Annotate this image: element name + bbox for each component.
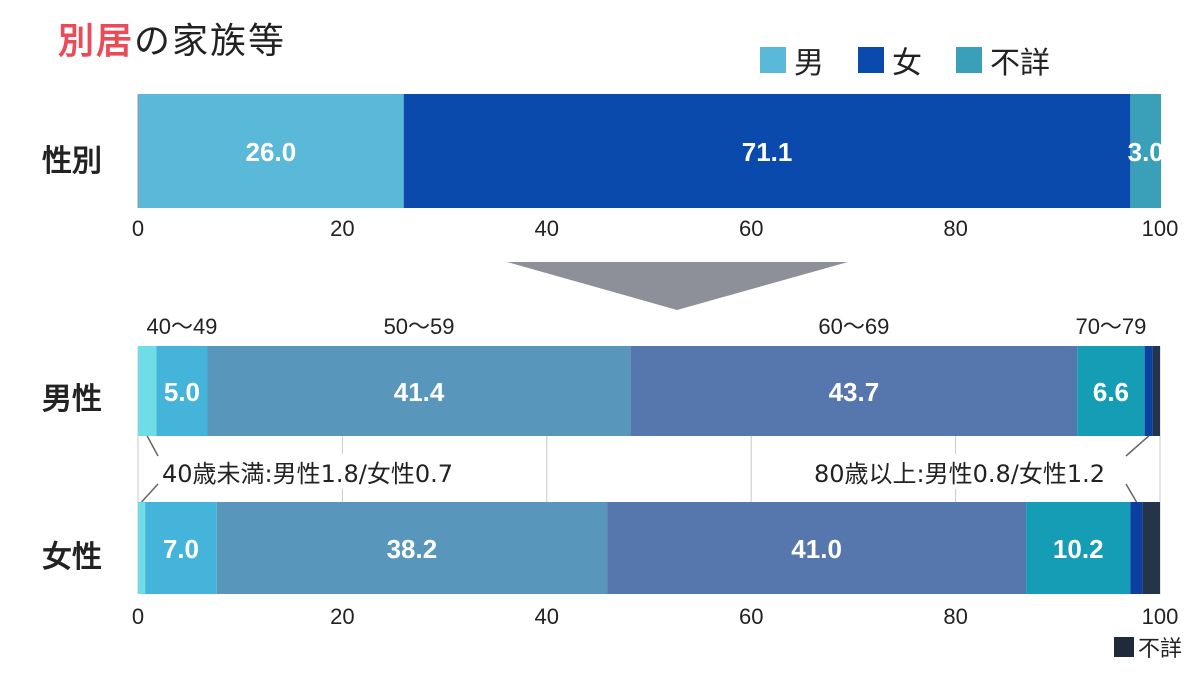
row-label-male: 男性	[42, 382, 102, 417]
age-tick-2: 40	[535, 604, 559, 629]
legend-item-unknown: 不詳	[956, 38, 1050, 82]
legend: 男 女 不詳	[760, 38, 1050, 82]
male-bar-2	[207, 346, 631, 436]
chart-title: 別居の家族等	[58, 12, 286, 64]
title-highlight: 別居	[58, 21, 135, 62]
male-bar-1	[156, 346, 208, 436]
female-value-2: 38.2	[387, 534, 438, 564]
gender-tick-0: 0	[132, 216, 144, 241]
male-value-1: 5.0	[164, 377, 200, 407]
gender-bar-0	[138, 94, 404, 208]
footnote-swatch	[1113, 637, 1134, 657]
legend-label-unknown: 不詳	[990, 46, 1050, 81]
footnote-label: 不詳	[1137, 637, 1182, 662]
annotation-over80: 80歳以上:男性0.8/女性1.2	[812, 454, 1108, 489]
male-value-2: 41.4	[394, 377, 445, 407]
footnote-unknown: 不詳	[1113, 631, 1182, 663]
legend-swatch-unknown	[956, 47, 982, 73]
female-bar-0	[138, 502, 146, 594]
female-value-1: 7.0	[163, 534, 199, 564]
gender-tick-3: 60	[739, 216, 763, 241]
gender-tick-4: 80	[943, 216, 967, 241]
annotation-under40: 40歳未満:男性1.8/女性0.7	[160, 454, 456, 489]
leader-under40-male	[146, 435, 159, 457]
gender-value-0: 26.0	[246, 137, 297, 167]
gender-tick-5: 100	[1142, 216, 1179, 241]
age-header-1: 40～49	[146, 314, 217, 339]
male-bar-0	[138, 346, 157, 436]
legend-swatch-male	[760, 47, 786, 73]
male-bar-6	[1152, 346, 1160, 436]
title-rest: の家族等	[134, 21, 287, 62]
gender-bar-2	[1130, 94, 1162, 208]
age-tick-1: 20	[330, 604, 354, 629]
age-tick-4: 80	[943, 604, 967, 629]
gender-tick-2: 40	[535, 216, 559, 241]
legend-label-female: 女	[892, 46, 922, 81]
female-bar-2	[216, 502, 608, 594]
connector-triangle	[507, 262, 848, 310]
male-value-3: 43.7	[829, 377, 880, 407]
female-bar-3	[607, 502, 1027, 594]
female-value-3: 41.0	[791, 534, 842, 564]
age-tick-0: 0	[132, 604, 144, 629]
male-bar-4	[1077, 346, 1145, 436]
age-tick-5: 100	[1142, 604, 1179, 629]
female-bar-6	[1142, 502, 1160, 594]
gender-bar-1	[403, 94, 1131, 208]
legend-label-male: 男	[794, 46, 824, 81]
age-tick-3: 60	[739, 604, 763, 629]
male-bar-5	[1144, 346, 1153, 436]
female-bar-5	[1130, 502, 1143, 594]
female-bar-4	[1026, 502, 1131, 594]
row-label-female: 女性	[42, 540, 102, 575]
legend-item-female: 女	[858, 38, 922, 82]
row-label-gender: 性別	[42, 144, 102, 179]
female-bar-1	[145, 502, 217, 594]
legend-swatch-female	[858, 47, 884, 73]
age-header-4: 70～79	[1075, 314, 1146, 339]
leader-over80-male	[1125, 435, 1150, 457]
leader-under40-female	[141, 483, 159, 503]
age-header-2: 50～59	[384, 314, 455, 339]
gender-tick-1: 20	[330, 216, 354, 241]
male-bar-3	[630, 346, 1078, 436]
legend-item-male: 男	[760, 38, 824, 82]
female-value-4: 10.2	[1053, 534, 1104, 564]
male-value-4: 6.6	[1093, 377, 1129, 407]
gender-value-2: 3.0	[1128, 137, 1164, 167]
gender-value-1: 71.1	[742, 137, 793, 167]
leader-over80-female	[1125, 483, 1138, 503]
age-header-3: 60～69	[818, 314, 889, 339]
